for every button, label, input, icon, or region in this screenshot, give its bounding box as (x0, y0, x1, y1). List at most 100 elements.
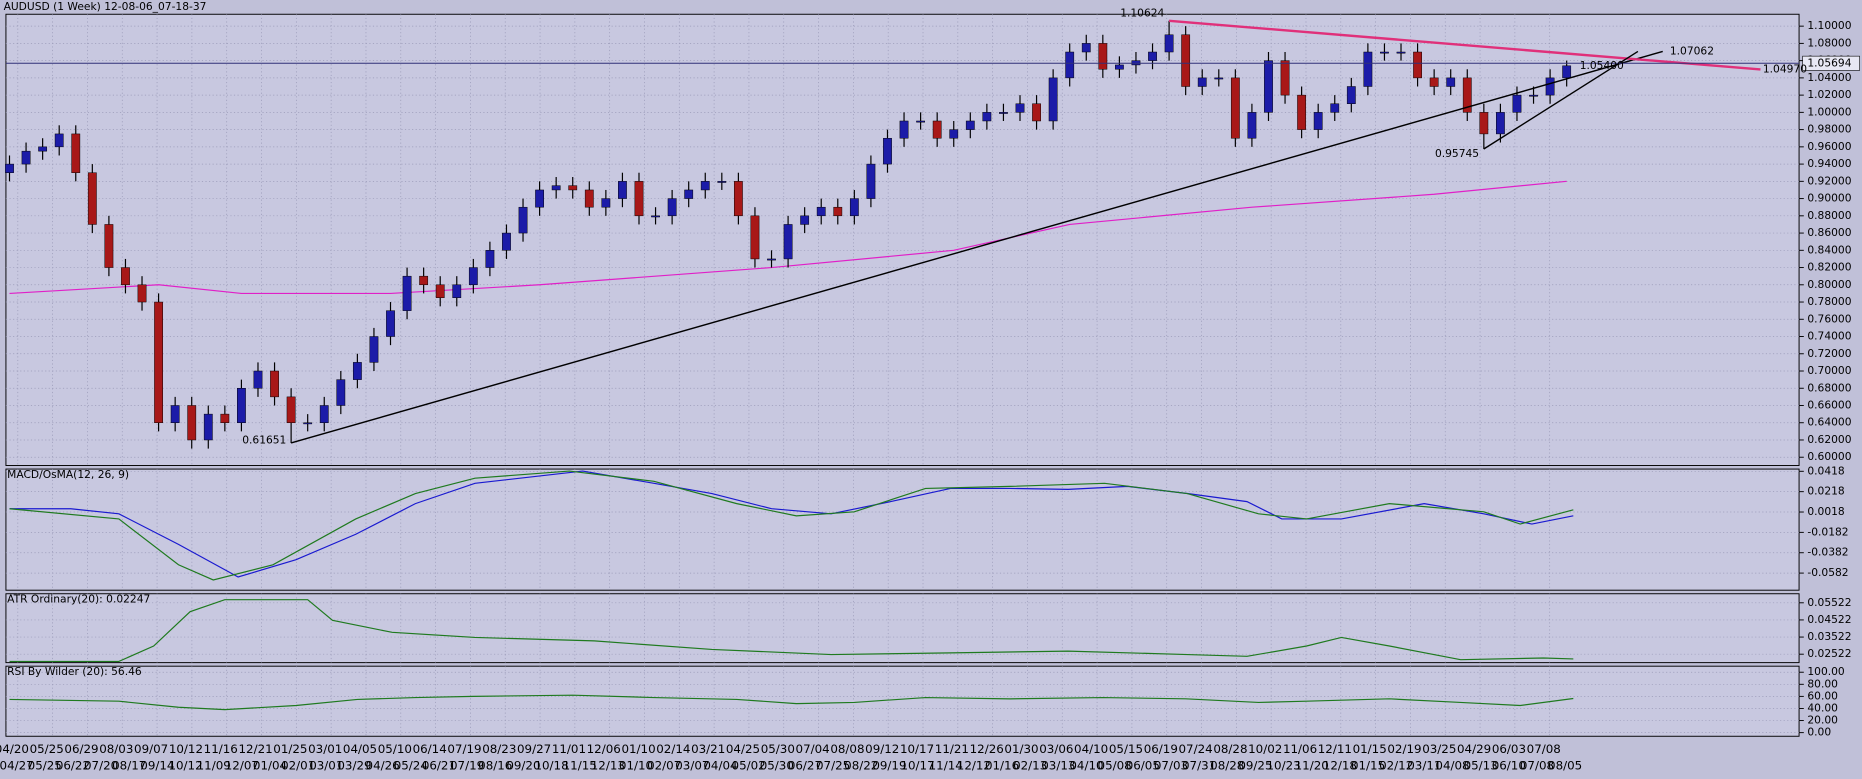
x-tick-label: 04/08 (1435, 758, 1469, 772)
x-tick-label: 08/17 (112, 758, 146, 772)
candle-body (965, 120, 975, 130)
x-tick-label: 11/15 (563, 758, 597, 772)
candle-body (502, 232, 511, 251)
candle-body (601, 198, 611, 208)
trendline (290, 50, 1663, 444)
candle-body (816, 206, 826, 217)
y-tick-label: 0.64000 (1807, 416, 1851, 429)
x-tick-label: 02/12 (1379, 758, 1413, 772)
x-tick-label: 10/12 (169, 742, 203, 756)
candle-body (1562, 65, 1572, 79)
y-tick-label: 100.00 (1807, 665, 1845, 678)
y-tick-label: 0.72000 (1807, 347, 1851, 360)
candle-body (1363, 51, 1373, 87)
x-tick-label: 01/16 (985, 758, 1019, 772)
x-tick-label: 06/14 (413, 742, 447, 756)
x-tick-label: 12/21 (238, 742, 272, 756)
x-tick-label: 02/13 (1013, 758, 1047, 772)
candle-body (71, 133, 81, 173)
x-tick-label: 04/26 (366, 758, 400, 772)
price-label: 1.05694 (1807, 56, 1851, 69)
x-tick-label: 01/25 (273, 742, 307, 756)
annotation: 1.07062 (1670, 44, 1714, 57)
candle-body (733, 181, 743, 217)
x-tick-label: 05/13 (1464, 758, 1498, 772)
x-tick-label: 03/11 (1407, 758, 1441, 772)
candle-body (1230, 77, 1240, 139)
panel-title: MACD/OsMA(12, 26, 9) (7, 468, 129, 481)
x-tick-label: 06/27 (788, 758, 822, 772)
y-tick-label: 0.0018 (1807, 505, 1845, 518)
candle-body (435, 284, 445, 298)
x-tick-label: 05/25 (28, 758, 62, 772)
x-tick-label: 06/22 (56, 758, 90, 772)
y-tick-label: 0.74000 (1807, 330, 1851, 343)
y-tick-label: 0.0218 (1807, 485, 1845, 498)
candle-body (319, 405, 329, 423)
candle-body (634, 181, 644, 217)
x-tick-label: 04/27 (0, 758, 34, 772)
x-tick-label: 04/10 (1074, 742, 1108, 756)
x-tick-label: 04/25 (726, 742, 760, 756)
candle-body (916, 120, 926, 123)
y-tick-label: 1.00000 (1807, 105, 1851, 118)
x-tick-label: 07/19 (450, 758, 484, 772)
candle-body (1181, 34, 1191, 87)
x-tick-label: 03/01 (309, 758, 343, 772)
x-tick-label: 03/25 (1422, 742, 1456, 756)
x-tick-label: 08/16 (478, 758, 512, 772)
x-tick-label: 11/01 (552, 742, 586, 756)
x-tick-label: 11/06 (1283, 742, 1317, 756)
x-tick-label: 09/25 (1238, 758, 1272, 772)
candle-body (452, 284, 462, 298)
candle-body (767, 258, 776, 261)
candle-body (121, 267, 130, 286)
annotation: 0.61651 (242, 434, 286, 447)
candle-body (386, 310, 395, 337)
candle-body (651, 215, 660, 218)
price-box (1802, 55, 1860, 71)
x-tick-label: 04/04 (703, 758, 737, 772)
y-tick-label: 0.82000 (1807, 261, 1851, 274)
candle-body (87, 172, 97, 225)
candle-body (1529, 94, 1538, 97)
x-tick-label: 04/05 (343, 742, 377, 756)
candle-body (518, 206, 528, 234)
x-tick-label: 08/28 (1213, 742, 1247, 756)
x-tick-label: 03/29 (337, 758, 371, 772)
candle-body (1545, 77, 1555, 96)
y-tick-label: 0.00 (1807, 726, 1831, 739)
candle-body (237, 388, 246, 423)
x-tick-label: 10/17 (900, 758, 934, 772)
y-tick-label: 0.84000 (1807, 243, 1851, 256)
candle-body (21, 150, 31, 165)
x-tick-label: 11/16 (204, 742, 238, 756)
x-tick-label: 05/10 (378, 742, 412, 756)
candle-body (336, 379, 346, 406)
candle-body (1330, 103, 1340, 113)
candle-body (618, 181, 627, 199)
y-tick-label: -0.0582 (1807, 566, 1848, 579)
x-tick-label: 03/01 (308, 742, 342, 756)
candle-body (1297, 94, 1307, 130)
annotation: 0.95745 (1435, 147, 1479, 160)
x-tick-label: 08/22 (844, 758, 878, 772)
y-tick-label: 0.0418 (1807, 464, 1845, 477)
x-tick-label: 07/31 (1182, 758, 1216, 772)
y-tick-label: 0.05522 (1807, 596, 1851, 609)
candle-body (137, 284, 147, 303)
x-tick-label: 12/18 (1323, 758, 1357, 772)
candle-body (1462, 77, 1472, 113)
panel (5, 665, 1800, 737)
x-tick-label: 06/05 (1126, 758, 1160, 772)
x-tick-label: 06/19 (1144, 742, 1178, 756)
candle-body (1280, 60, 1290, 96)
x-tick-label: 07/19 (447, 742, 481, 756)
x-tick-label: 05/30 (761, 742, 795, 756)
candle-body (419, 275, 429, 286)
candle-body (1197, 77, 1207, 87)
y-tick-label: 0.98000 (1807, 123, 1851, 136)
y-tick-label: 0.04522 (1807, 613, 1851, 626)
candle-body (700, 181, 710, 191)
x-tick-label: 05/02 (732, 758, 766, 772)
